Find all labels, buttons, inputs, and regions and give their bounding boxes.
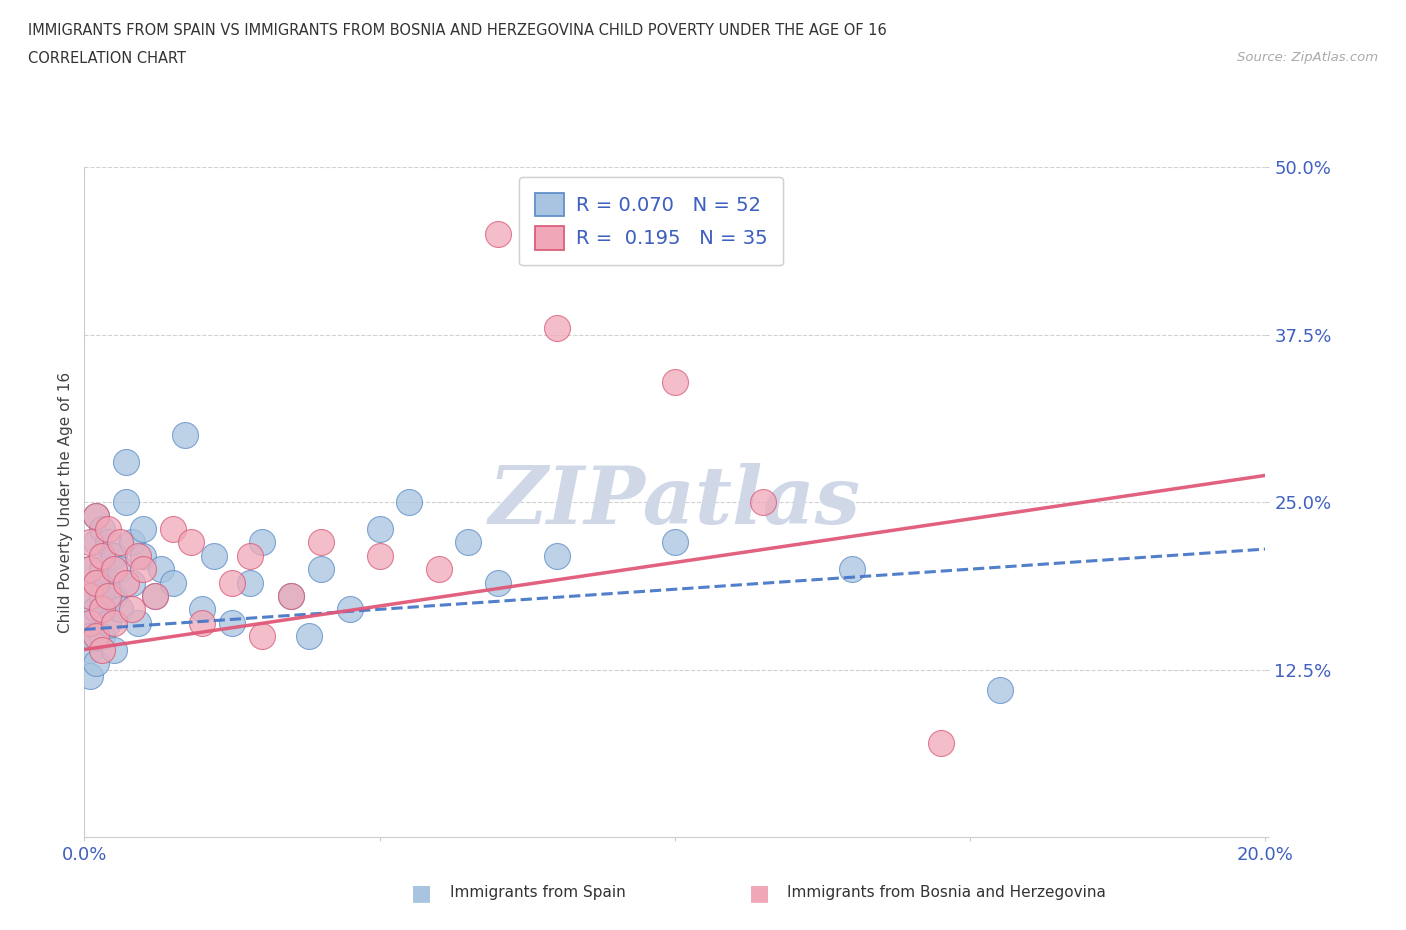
Text: ZIPatlas: ZIPatlas [489,463,860,541]
Point [546,321,568,336]
Text: IMMIGRANTS FROM SPAIN VS IMMIGRANTS FROM BOSNIA AND HERZEGOVINA CHILD POVERTY UN: IMMIGRANTS FROM SPAIN VS IMMIGRANTS FROM… [28,23,887,38]
Point [97,616,120,631]
Point [84,535,107,550]
Point [114,495,136,510]
Point [180,535,202,550]
Point [84,508,107,523]
Point [84,575,107,590]
Point [91,589,114,604]
Point [202,549,225,564]
Point [103,549,125,564]
Point [457,535,479,550]
Point [114,455,136,470]
Point [368,522,391,537]
Point [114,575,136,590]
Point [664,374,686,389]
Point [79,562,101,577]
Point [427,562,450,577]
Legend: R = 0.070   N = 52, R =  0.195   N = 35: R = 0.070 N = 52, R = 0.195 N = 35 [519,177,783,265]
Point [191,602,214,617]
Point [250,629,273,644]
Point [79,616,101,631]
Point [988,683,1011,698]
Point [191,616,214,631]
Point [91,642,114,657]
Point [79,562,101,577]
Y-axis label: Child Poverty Under the Age of 16: Child Poverty Under the Age of 16 [58,372,73,632]
Point [486,227,509,242]
Point [121,602,143,617]
Point [121,575,143,590]
Point [841,562,863,577]
Point [97,522,120,537]
Point [309,535,332,550]
Point [368,549,391,564]
Point [103,642,125,657]
Point [108,562,131,577]
Point [221,616,243,631]
Point [79,642,101,657]
Point [121,535,143,550]
Point [127,549,149,564]
Text: CORRELATION CHART: CORRELATION CHART [28,51,186,66]
Point [79,629,101,644]
Point [91,522,114,537]
Point [84,656,107,671]
Text: Immigrants from Bosnia and Herzegovina: Immigrants from Bosnia and Herzegovina [787,885,1107,900]
Point [298,629,321,644]
Point [664,535,686,550]
Point [250,535,273,550]
Point [103,562,125,577]
Point [143,589,166,604]
Point [752,495,775,510]
Point [339,602,361,617]
Point [79,589,101,604]
Point [97,535,120,550]
Point [162,522,184,537]
Point [398,495,420,510]
Text: ■: ■ [412,883,432,903]
Point [97,589,120,604]
Point [103,589,125,604]
Point [91,602,114,617]
Point [84,602,107,617]
Point [162,575,184,590]
Point [132,522,155,537]
Point [132,562,155,577]
Point [108,602,131,617]
Point [91,562,114,577]
Point [221,575,243,590]
Text: ■: ■ [749,883,769,903]
Text: Immigrants from Spain: Immigrants from Spain [450,885,626,900]
Point [91,629,114,644]
Point [143,589,166,604]
Point [132,549,155,564]
Point [929,736,952,751]
Point [486,575,509,590]
Point [79,616,101,631]
Point [280,589,302,604]
Point [97,575,120,590]
Point [173,428,195,443]
Point [84,575,107,590]
Point [91,549,114,564]
Point [280,589,302,604]
Point [309,562,332,577]
Point [103,616,125,631]
Point [239,549,262,564]
Point [79,669,101,684]
Point [84,629,107,644]
Point [150,562,173,577]
Point [108,535,131,550]
Point [546,549,568,564]
Point [79,535,101,550]
Point [91,602,114,617]
Point [84,508,107,523]
Point [127,616,149,631]
Point [239,575,262,590]
Point [79,589,101,604]
Text: Source: ZipAtlas.com: Source: ZipAtlas.com [1237,51,1378,64]
